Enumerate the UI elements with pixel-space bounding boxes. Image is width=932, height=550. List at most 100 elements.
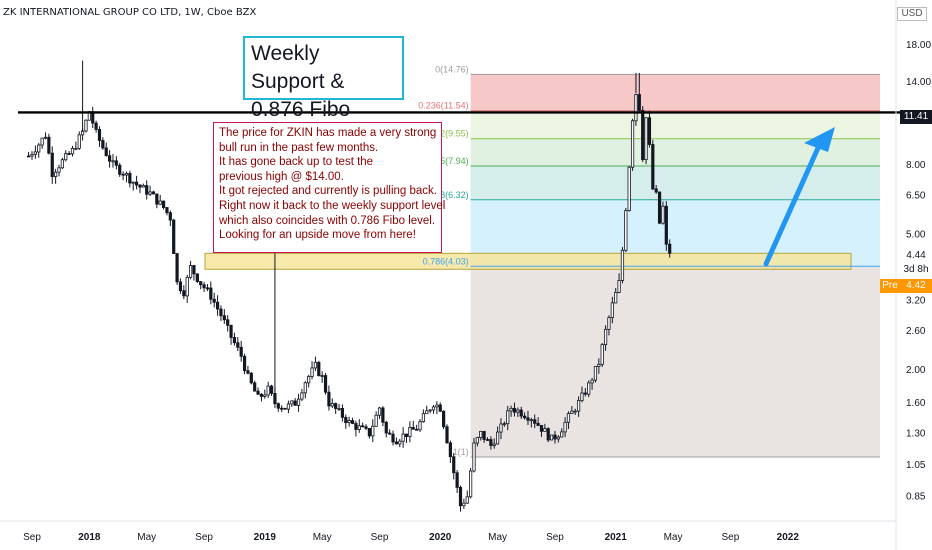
- candle-body: [276, 403, 280, 409]
- note-line: It has gone back up to test the: [219, 156, 374, 169]
- time-tick-label: May: [664, 532, 683, 543]
- candle: [506, 405, 510, 431]
- candle: [40, 137, 44, 149]
- candle: [33, 145, 37, 159]
- candle: [74, 141, 78, 151]
- candle-body: [452, 456, 456, 474]
- time-tick-label: Sep: [371, 532, 389, 543]
- candle-body: [479, 430, 483, 438]
- candle: [226, 315, 230, 332]
- candle-body: [367, 427, 372, 437]
- candle: [566, 411, 571, 429]
- candle: [603, 325, 608, 351]
- candle-body: [340, 408, 345, 418]
- candle-body: [54, 171, 58, 177]
- candle: [398, 438, 402, 448]
- candle: [263, 389, 267, 399]
- candle: [553, 430, 557, 444]
- candle: [327, 385, 331, 411]
- candle: [151, 190, 156, 195]
- candle: [573, 408, 577, 415]
- candle-body: [226, 319, 230, 326]
- title-annotation[interactable]: Weekly Support & 0.876 Fibo Level: [243, 36, 404, 149]
- candle-body: [70, 148, 75, 155]
- candle: [367, 427, 372, 439]
- candle: [371, 419, 375, 443]
- candle: [391, 430, 395, 446]
- time-tick-label: 2022: [777, 532, 800, 543]
- candle-body: [381, 407, 385, 423]
- candle: [145, 180, 149, 200]
- candle-body: [431, 406, 436, 411]
- candle-body: [620, 249, 625, 281]
- candle-body: [651, 144, 655, 190]
- candle-body: [148, 191, 152, 195]
- candle: [509, 405, 513, 417]
- candle: [657, 191, 662, 225]
- candle: [77, 131, 81, 151]
- candle: [556, 435, 560, 443]
- candle-body: [597, 363, 601, 367]
- candle-body: [104, 147, 108, 157]
- candle: [124, 171, 129, 183]
- candle-body: [266, 385, 270, 396]
- candle-body: [496, 431, 500, 445]
- candle: [377, 406, 382, 419]
- candle: [175, 252, 179, 285]
- candle-body: [310, 367, 314, 377]
- candle: [84, 119, 88, 133]
- candle: [259, 392, 264, 402]
- candle: [570, 406, 574, 414]
- candle-body: [280, 407, 284, 410]
- candle: [519, 406, 523, 419]
- candle-body: [263, 394, 267, 397]
- candle: [148, 185, 152, 196]
- candle: [67, 151, 71, 156]
- candle-body: [499, 423, 503, 433]
- time-tick-label: Sep: [195, 532, 213, 543]
- candle-body: [347, 420, 351, 424]
- candle: [161, 200, 166, 210]
- time-tick-label: May: [313, 532, 332, 543]
- candle-body: [212, 298, 216, 303]
- candle-body: [259, 393, 264, 397]
- candle-body: [249, 372, 253, 384]
- candle: [533, 414, 537, 429]
- candle: [276, 402, 280, 412]
- candle: [496, 426, 500, 445]
- note-annotation[interactable]: The price for ZKIN has made a very stron…: [213, 122, 445, 253]
- candle-body: [175, 253, 179, 283]
- currency-button[interactable]: USD: [897, 7, 927, 21]
- candle-body: [188, 265, 193, 278]
- candle-body: [300, 392, 304, 400]
- candle: [607, 315, 611, 336]
- candle-body: [47, 136, 51, 154]
- candle: [438, 402, 442, 412]
- candle: [644, 117, 648, 165]
- candle: [313, 356, 318, 372]
- candle: [57, 164, 61, 177]
- candle-body: [60, 159, 64, 169]
- candle-body: [242, 355, 247, 372]
- candle: [526, 410, 530, 425]
- time-tick-label: Sep: [546, 532, 564, 543]
- time-tick-label: May: [488, 532, 507, 543]
- candle-body: [151, 191, 156, 195]
- candle-body: [158, 200, 162, 205]
- candle-body: [182, 290, 186, 297]
- candle: [37, 142, 41, 158]
- candle: [404, 433, 409, 443]
- candle: [317, 360, 321, 377]
- candle-body: [236, 342, 240, 348]
- candle: [415, 424, 419, 431]
- candle-body: [614, 292, 618, 304]
- candle: [425, 405, 429, 415]
- candle: [27, 151, 31, 158]
- candle-body: [482, 430, 486, 440]
- candle-body: [118, 164, 122, 175]
- candle-body: [344, 416, 348, 424]
- candle-body: [634, 94, 638, 122]
- candle: [563, 417, 567, 438]
- candle-body: [570, 410, 574, 414]
